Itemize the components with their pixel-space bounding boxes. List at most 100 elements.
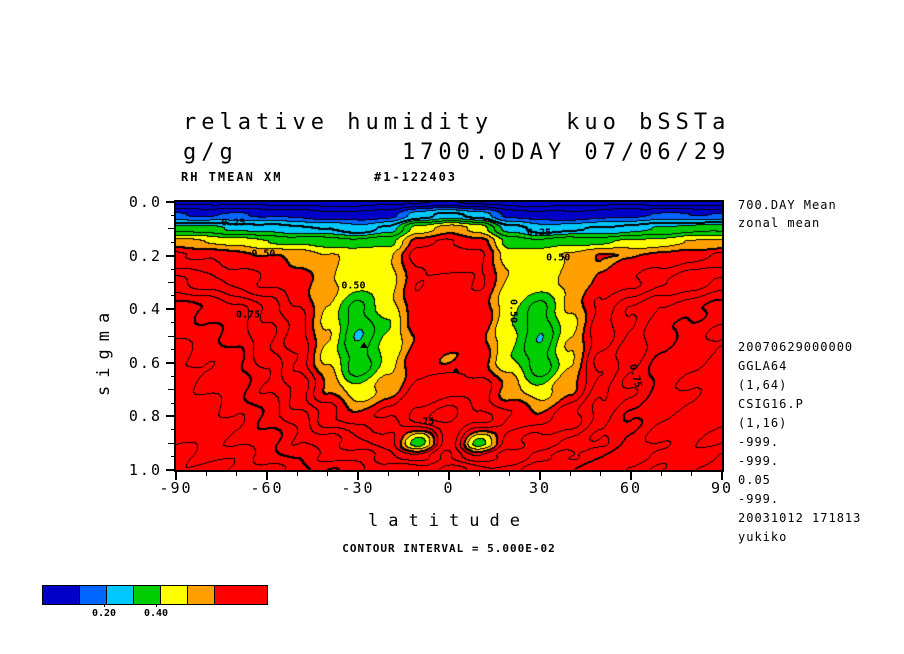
x-axis-minor-tick xyxy=(478,472,480,476)
side-note-line: -999. xyxy=(738,435,780,449)
side-note-line: -999. xyxy=(738,454,780,468)
side-note-line: GGLA64 xyxy=(738,359,788,373)
x-axis-minor-tick xyxy=(327,472,329,476)
y-axis-tick-label: 1.0 xyxy=(128,461,162,479)
x-axis-tick-label: 30 xyxy=(528,479,552,497)
contour-label: 0.25 xyxy=(221,217,246,229)
colorbar-tick xyxy=(103,604,105,607)
colorbar-segment xyxy=(43,586,79,604)
side-note-line: yukiko xyxy=(738,530,788,544)
colorbar-segment xyxy=(79,586,106,604)
y-axis-minor-tick xyxy=(171,456,174,458)
x-axis-minor-tick xyxy=(600,472,602,476)
variable-tag: RH TMEAN XM xyxy=(181,170,283,184)
side-note-line: zonal mean xyxy=(738,216,821,230)
y-axis-minor-tick xyxy=(171,322,174,324)
x-axis-minor-tick xyxy=(296,472,298,476)
y-axis-minor-tick xyxy=(171,375,174,377)
y-axis-tick-label: 0.6 xyxy=(128,353,162,372)
y-axis-tick xyxy=(166,361,174,364)
colorbar-segment xyxy=(214,586,267,604)
x-axis-minor-tick xyxy=(236,472,238,476)
min-marker xyxy=(360,342,369,349)
side-note-line: (1,16) xyxy=(738,416,788,430)
y-axis-minor-tick xyxy=(171,295,174,297)
y-axis-tick-label: 0.4 xyxy=(128,300,162,319)
y-axis-minor-tick xyxy=(171,241,174,243)
x-axis-minor-tick xyxy=(387,472,389,476)
contour-label: 0.50 xyxy=(341,280,366,292)
y-axis-minor-tick xyxy=(168,442,174,444)
x-axis-tick-label: 0 xyxy=(443,479,455,497)
y-axis-minor-tick xyxy=(168,281,174,283)
y-axis-minor-tick xyxy=(168,335,174,337)
side-note-line: 20070629000000 xyxy=(738,340,854,354)
contour-label: 0.50 xyxy=(251,248,276,260)
contour-label: 75 xyxy=(422,416,435,428)
colorbar-segment xyxy=(187,586,214,604)
x-axis-tick xyxy=(357,472,359,480)
y-axis-tick-label: 0.0 xyxy=(128,193,162,211)
y-axis-minor-tick xyxy=(171,429,174,431)
y-axis-minor-tick xyxy=(168,389,174,391)
x-axis-tick-label: -30 xyxy=(341,479,375,497)
chart-title-line2: g/g 1700.0DAY 07/06/29 xyxy=(183,140,731,165)
x-axis-minor-tick xyxy=(691,472,693,476)
y-axis-tick-label: 0.8 xyxy=(128,407,162,426)
x-axis-tick-label: 90 xyxy=(710,479,734,497)
contour-label: 0.50 xyxy=(507,299,519,324)
x-axis-minor-tick xyxy=(660,472,662,476)
x-axis-minor-tick xyxy=(205,472,207,476)
side-note-top: 700.DAY Mean zonal mean xyxy=(738,196,837,232)
run-tag: #1-122403 xyxy=(374,170,458,184)
x-axis-title: latitude xyxy=(368,511,530,531)
x-axis-tick-label: 60 xyxy=(619,479,643,497)
x-axis-tick-label: -90 xyxy=(159,479,193,497)
colorbar-segment xyxy=(106,586,133,604)
colorbar-tick-label: 0.40 xyxy=(143,608,169,619)
plot-frame xyxy=(174,200,724,472)
colorbar-tick-label: 0.20 xyxy=(91,608,117,619)
x-axis-tick xyxy=(630,472,632,480)
side-note-line: CSIG16.P xyxy=(738,397,804,411)
x-axis-tick xyxy=(175,472,177,480)
y-axis-title: sigma xyxy=(94,304,114,396)
y-axis-tick-label: 0.2 xyxy=(128,246,162,265)
x-axis-tick-label: -60 xyxy=(250,479,284,497)
chart-title-line1: relative humidity kuo bSSTa xyxy=(183,110,731,135)
y-axis-minor-tick xyxy=(171,348,174,350)
y-axis-minor-tick xyxy=(171,402,174,404)
colorbar-segment xyxy=(133,586,160,604)
y-axis-tick xyxy=(166,415,174,418)
y-axis-tick xyxy=(166,308,174,311)
side-note-line: (1,64) xyxy=(738,378,788,392)
x-axis-tick xyxy=(721,472,723,480)
side-note-bottom: 20070629000000 GGLA64 (1,64) CSIG16.P (1,16)… xyxy=(738,338,861,547)
y-axis-minor-tick xyxy=(171,214,174,216)
side-note-line: 20031012 171813 xyxy=(738,511,862,525)
y-axis-minor-tick xyxy=(168,228,174,230)
side-note-line: 0.05 xyxy=(738,473,771,487)
colorbar-segment xyxy=(160,586,187,604)
x-axis-tick xyxy=(448,472,450,480)
x-axis-tick xyxy=(539,472,541,480)
min-marker xyxy=(451,366,460,373)
contour-interval-note: CONTOUR INTERVAL = 5.000E-02 xyxy=(342,542,556,555)
contour-label: 0.25 xyxy=(527,227,552,239)
colorbar xyxy=(42,585,268,605)
contour-label: 0.75 xyxy=(236,309,261,321)
y-axis-minor-tick xyxy=(171,268,174,270)
contour-label: 0.50 xyxy=(546,252,571,264)
x-axis-minor-tick xyxy=(569,472,571,476)
x-axis-tick xyxy=(266,472,268,480)
x-axis-minor-tick xyxy=(509,472,511,476)
side-note-line: 700.DAY Mean xyxy=(738,198,837,212)
y-axis-tick xyxy=(166,201,174,203)
y-axis-tick xyxy=(166,254,174,257)
y-axis-tick xyxy=(166,469,174,471)
colorbar-tick xyxy=(155,604,157,607)
x-axis-minor-tick xyxy=(418,472,420,476)
contour-plot-canvas xyxy=(176,202,722,470)
side-note-line: -999. xyxy=(738,492,780,506)
